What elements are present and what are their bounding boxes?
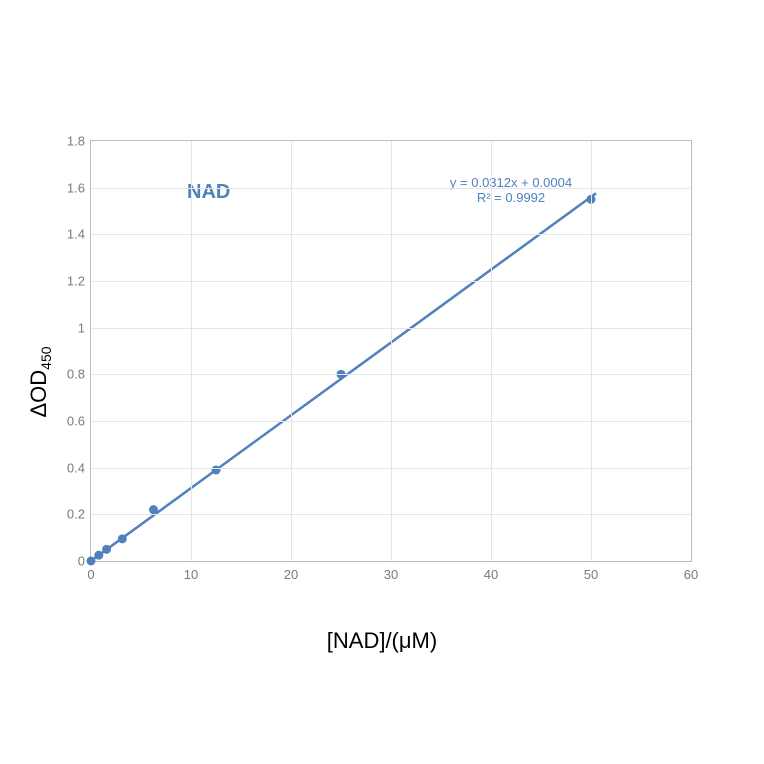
- y-axis-label-sub: 450: [38, 346, 54, 369]
- gridline-x: [291, 141, 292, 561]
- x-tick-label: 10: [184, 567, 198, 582]
- y-tick-label: 0.6: [67, 414, 85, 429]
- x-tick-label: 20: [284, 567, 298, 582]
- data-point: [87, 557, 96, 566]
- y-tick-label: 0.8: [67, 367, 85, 382]
- x-tick-label: 50: [584, 567, 598, 582]
- y-tick-label: 1: [78, 320, 85, 335]
- data-point: [118, 534, 127, 543]
- y-tick-label: 1.8: [67, 134, 85, 149]
- y-axis-label-main: ΔOD: [26, 370, 51, 418]
- data-point: [149, 505, 158, 514]
- y-tick-label: 0.2: [67, 507, 85, 522]
- gridline-x: [491, 141, 492, 561]
- plot-area: NAD y = 0.0312x + 0.0004 R² = 0.9992 00.…: [90, 140, 692, 562]
- x-tick-label: 30: [384, 567, 398, 582]
- y-tick-label: 1.6: [67, 180, 85, 195]
- x-tick-label: 60: [684, 567, 698, 582]
- y-tick-label: 1.4: [67, 227, 85, 242]
- x-tick-label: 0: [87, 567, 94, 582]
- gridline-x: [191, 141, 192, 561]
- y-axis-label: ΔOD450: [26, 346, 54, 417]
- gridline-x: [591, 141, 592, 561]
- x-axis-label: [NAD]/(μM): [0, 628, 764, 654]
- chart-page: { "chart": { "type": "scatter-with-trend…: [0, 0, 764, 764]
- x-tick-label: 40: [484, 567, 498, 582]
- y-tick-label: 0: [78, 554, 85, 569]
- data-point: [94, 551, 103, 560]
- y-tick-label: 1.2: [67, 274, 85, 289]
- gridline-x: [391, 141, 392, 561]
- y-tick-label: 0.4: [67, 460, 85, 475]
- data-point: [102, 545, 111, 554]
